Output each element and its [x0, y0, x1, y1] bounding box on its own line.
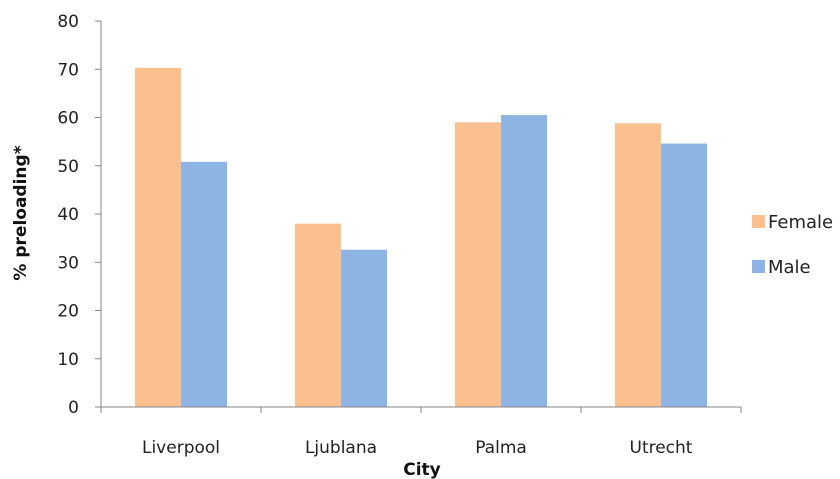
bar-female-palma — [455, 122, 501, 407]
bar-female-liverpool — [135, 67, 181, 408]
legend-label-male: Male — [768, 257, 811, 278]
x-axis-title: City — [403, 460, 441, 479]
y-tick-label: 40 — [57, 205, 79, 225]
bar-male-palma — [501, 115, 547, 408]
bar-male-liverpool — [181, 161, 227, 407]
x-axis-ticks: Liverpool Ljublana Palma Utrecht — [100, 407, 742, 458]
bar-male-ljublana — [341, 249, 387, 407]
legend: Female Male — [752, 212, 833, 278]
y-tick-label: 50 — [57, 157, 79, 177]
legend-label-female: Female — [768, 212, 833, 233]
x-tick-label: Liverpool — [142, 438, 220, 458]
y-tick-label: 10 — [57, 350, 79, 370]
bar-female-ljublana — [295, 223, 341, 407]
legend-swatch-male — [752, 260, 765, 273]
y-tick-label: 30 — [57, 253, 79, 273]
y-tick-label: 20 — [57, 302, 79, 322]
x-tick-label: Utrecht — [630, 438, 693, 458]
y-tick-label: 60 — [57, 109, 79, 129]
bars-group — [135, 67, 707, 408]
x-tick-label: Ljublana — [305, 438, 377, 458]
bar-female-utrecht — [615, 123, 661, 407]
y-tick-label: 80 — [57, 12, 79, 32]
x-tick-label: Palma — [475, 438, 527, 458]
y-axis-ticks: 0 10 20 30 40 50 60 70 80 — [57, 12, 101, 418]
y-axis-title: % preloading* — [11, 145, 31, 280]
y-tick-label: 70 — [57, 60, 79, 80]
bar-male-utrecht — [661, 143, 707, 407]
legend-swatch-female — [752, 215, 765, 228]
y-tick-label: 0 — [68, 398, 79, 418]
